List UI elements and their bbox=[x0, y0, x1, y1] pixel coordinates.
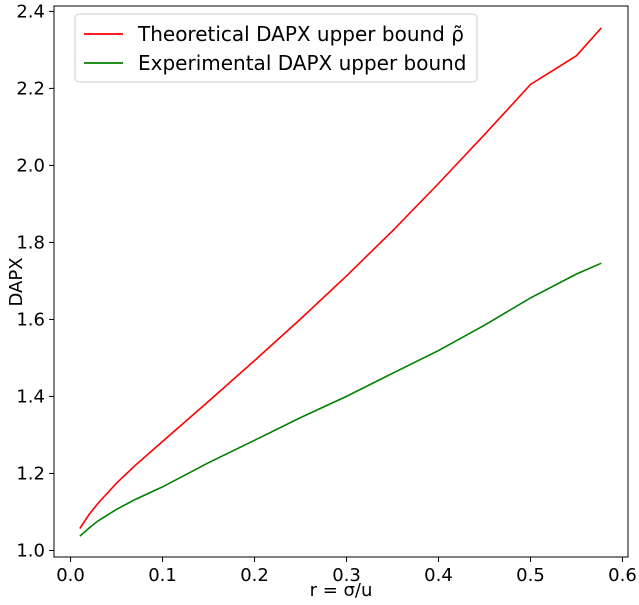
y-tick-label: 1.4 bbox=[16, 386, 45, 407]
x-tick-label: 0.1 bbox=[148, 565, 177, 586]
y-tick-label: 2.0 bbox=[16, 155, 45, 176]
y-tick-label: 1.0 bbox=[16, 540, 45, 561]
x-tick-label: 0.6 bbox=[608, 565, 637, 586]
y-tick-label: 1.8 bbox=[16, 232, 45, 253]
y-tick-label: 1.2 bbox=[16, 463, 45, 484]
x-axis-ticks: 0.0 0.1 0.2 0.3 0.4 0.5 0.6 bbox=[56, 557, 637, 586]
y-tick-label: 2.2 bbox=[16, 78, 45, 99]
x-tick-label: 0.0 bbox=[56, 565, 85, 586]
x-tick-label: 0.5 bbox=[516, 565, 545, 586]
legend-label-0: Theoretical DAPX upper bound ρ̃ bbox=[137, 22, 464, 46]
y-axis-ticks: 1.0 1.2 1.4 1.6 1.8 2.0 2.2 2.4 bbox=[16, 1, 54, 561]
legend-box bbox=[74, 13, 478, 83]
series-line-1 bbox=[79, 262, 602, 537]
x-tick-label: 0.4 bbox=[424, 565, 453, 586]
y-tick-label: 1.6 bbox=[16, 309, 45, 330]
series-layer bbox=[79, 27, 602, 537]
y-tick-label: 2.4 bbox=[16, 1, 45, 22]
series-line-0 bbox=[79, 27, 602, 529]
plot-frame bbox=[53, 5, 629, 558]
x-tick-label: 0.3 bbox=[332, 565, 361, 586]
legend-label-1: Experimental DAPX upper bound bbox=[138, 51, 467, 75]
y-axis-label: DAPX bbox=[6, 257, 27, 306]
x-axis-label: r = σ/u bbox=[310, 580, 373, 601]
legend: Theoretical DAPX upper bound ρ̃ Experimen… bbox=[74, 13, 478, 83]
x-tick-label: 0.2 bbox=[240, 565, 269, 586]
